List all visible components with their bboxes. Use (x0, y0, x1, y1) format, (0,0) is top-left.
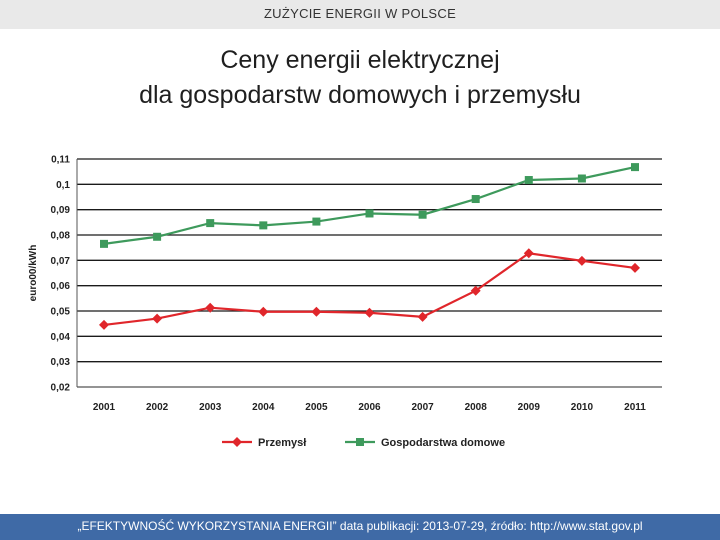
x-axis-ticks: 2001 2002 2003 2004 2005 2006 2007 2008 2009 2010… (93, 402, 646, 413)
y-axis-label: euro00/kWh (28, 245, 39, 302)
footer-source: „EFEKTYWNOŚĆ WYKORZYSTANIA ENERGII” data… (77, 519, 643, 533)
data-point (365, 209, 374, 218)
data-point (523, 248, 534, 259)
legend-marker (356, 438, 364, 446)
header-title: ZUŻYCIE ENERGII W POLSCE (263, 6, 457, 21)
data-point (471, 195, 480, 204)
data-point (99, 319, 109, 330)
legend-label: Gospodarstwa domowe (381, 437, 505, 449)
y-axis-ticks: 0,02 0,03 0,04 0,05 0,06 0,07 0,08 0,09 0,1 0,11 (51, 155, 71, 394)
legend-item: Przemysł (222, 437, 306, 449)
legend-label: Przemysł (258, 437, 306, 449)
data-point (364, 307, 375, 318)
y-tick-label: 0,07 (51, 256, 71, 267)
data-point (259, 221, 268, 230)
data-point (206, 219, 215, 228)
data-point (152, 313, 163, 324)
y-tick-label: 0,05 (51, 307, 71, 318)
x-tick-label: 2004 (252, 402, 275, 413)
slide-title: Ceny energii elektrycznej dla gospodarst… (0, 43, 720, 113)
y-tick-label: 0,11 (51, 155, 70, 166)
x-tick-label: 2002 (146, 402, 169, 413)
y-tick-label: 0,1 (56, 180, 70, 191)
x-tick-label: 2010 (571, 402, 594, 413)
y-tick-label: 0,06 (51, 281, 71, 292)
chart-grid (76, 158, 662, 388)
series-industry (99, 248, 640, 330)
slide-title-line1: Ceny energii elektrycznej (220, 46, 500, 74)
x-tick-label: 2006 (358, 402, 381, 413)
x-tick-label: 2007 (411, 402, 434, 413)
series-line (103, 166, 636, 245)
data-point (312, 217, 321, 226)
x-tick-label: 2008 (465, 402, 488, 413)
data-point (100, 239, 108, 248)
data-point (631, 163, 639, 172)
data-point (258, 306, 269, 317)
footer-bar (0, 514, 720, 540)
data-point (418, 210, 427, 219)
data-point (630, 262, 640, 273)
y-tick-label: 0,02 (51, 383, 71, 394)
data-point (153, 232, 162, 241)
data-point (470, 285, 481, 296)
y-tick-label: 0,03 (51, 357, 71, 368)
chart-series (99, 163, 640, 330)
data-point (576, 255, 587, 266)
legend-marker (232, 437, 242, 447)
legend-item: Gospodarstwa domowe (345, 437, 505, 449)
line-chart: 0,020,030,040,050,060,070,080,090,10,11 … (28, 155, 662, 449)
data-point (524, 176, 533, 185)
x-tick-label: 2009 (518, 402, 541, 413)
slide-title-line2: dla gospodarstw domowych i przemysłu (139, 81, 581, 109)
y-tick-label: 0,04 (51, 332, 71, 343)
x-tick-label: 2005 (305, 402, 328, 413)
x-tick-label: 2003 (199, 402, 222, 413)
y-tick-label: 0,09 (51, 205, 71, 216)
y-tick-label: 0,08 (51, 231, 71, 242)
x-tick-label: 2001 (93, 402, 116, 413)
data-point (577, 174, 586, 183)
header-bar (0, 0, 720, 29)
data-point (311, 306, 322, 317)
x-tick-label: 2011 (624, 402, 646, 413)
data-point (205, 302, 216, 313)
chart-legend: Przemysł Gospodarstwa domowe (222, 437, 505, 449)
series-households (100, 163, 639, 248)
data-point (417, 311, 428, 322)
